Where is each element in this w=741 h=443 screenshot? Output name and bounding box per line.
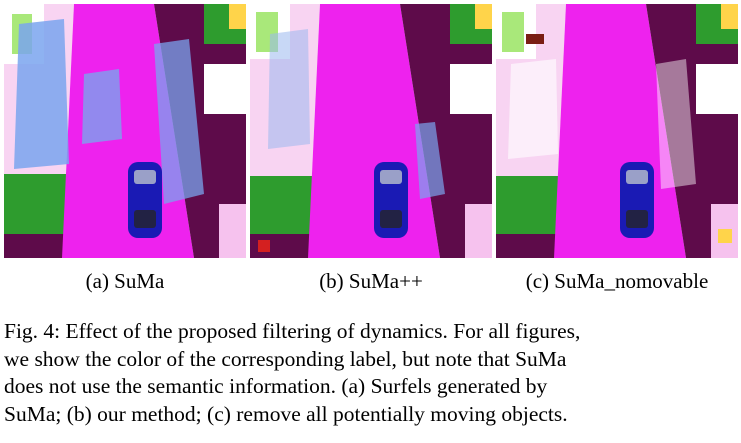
panel-sumapp-image: [250, 4, 492, 258]
caption-line: SuMa; (b) our method; (c) remove all pot…: [4, 401, 568, 426]
panel-nomovable-image: [496, 4, 738, 258]
semantic-map-image: [496, 4, 738, 258]
semantic-map-image: [4, 4, 246, 258]
semantic-map-image: [250, 4, 492, 258]
subcaption-c: (c) SuMa_nomovable: [525, 269, 709, 293]
caption-line: Fig. 4: Effect of the proposed filtering…: [4, 319, 581, 343]
caption-line: does not use the semantic information. (…: [4, 374, 548, 398]
subcaption-b: (b) SuMa++: [319, 269, 423, 293]
caption-line: we show the color of the corresponding l…: [4, 346, 567, 371]
subcaption-a: (a) SuMa: [85, 269, 165, 293]
figure-caption: Fig. 4: Effect of the proposed filtering…: [4, 318, 737, 428]
panel-suma-image: [4, 4, 246, 258]
